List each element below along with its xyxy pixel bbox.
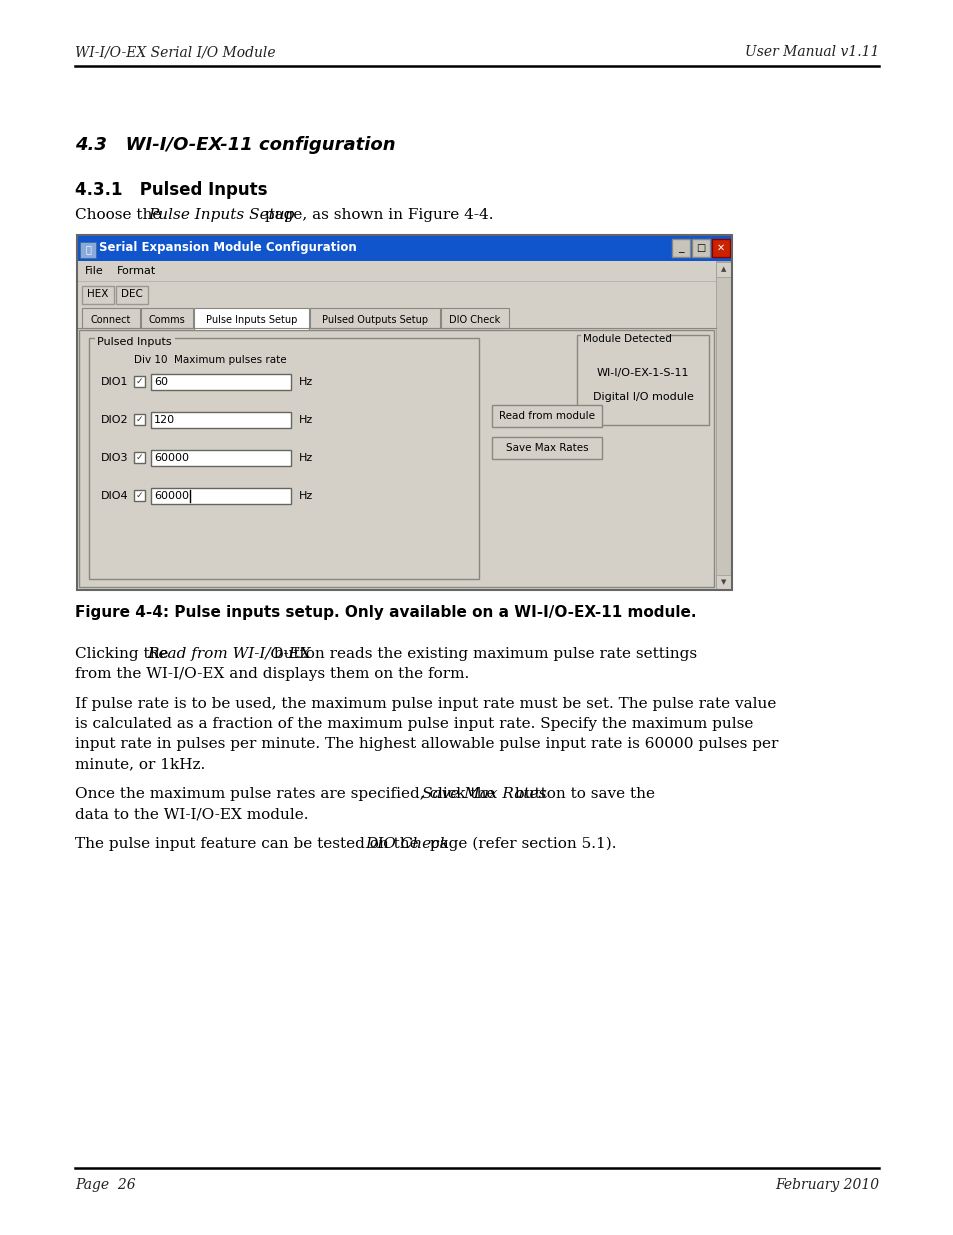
Bar <box>133 375 145 387</box>
Text: Once the maximum pulse rates are specified, click the: Once the maximum pulse rates are specifi… <box>75 787 499 802</box>
Text: 4.3   WI-I/O-EX-11 configuration: 4.3 WI-I/O-EX-11 configuration <box>75 136 395 154</box>
Text: HEX: HEX <box>88 289 109 299</box>
Text: WI-I/O-EX Serial I/O Module: WI-I/O-EX Serial I/O Module <box>75 44 275 59</box>
Bar <box>82 308 140 329</box>
Text: is calculated as a fraction of the maximum pulse input rate. Specify the maximum: is calculated as a fraction of the maxim… <box>75 718 753 731</box>
Text: _: _ <box>678 243 683 253</box>
Text: Serial Expansion Module Configuration: Serial Expansion Module Configuration <box>99 242 356 254</box>
Bar <box>95 337 174 347</box>
Text: If pulse rate is to be used, the maximum pulse input rate must be set. The pulse: If pulse rate is to be used, the maximum… <box>75 697 776 711</box>
Bar <box>577 335 708 425</box>
Text: Connect: Connect <box>91 315 132 325</box>
Bar <box>76 233 732 592</box>
Text: User Manual v1.11: User Manual v1.11 <box>744 44 878 59</box>
Bar <box>133 414 145 425</box>
Text: DIO Check: DIO Check <box>365 837 449 851</box>
Text: Comms: Comms <box>149 315 185 325</box>
Text: Pulse Inputs Setup: Pulse Inputs Setup <box>206 315 297 325</box>
Text: Hz: Hz <box>298 453 313 463</box>
Text: Hz: Hz <box>298 415 313 425</box>
Bar <box>440 308 509 329</box>
Bar <box>151 450 291 466</box>
Bar <box>141 308 193 329</box>
Bar <box>80 242 96 258</box>
Bar <box>671 240 689 257</box>
Text: Save Max Rates: Save Max Rates <box>505 443 588 453</box>
Text: Format: Format <box>117 266 156 275</box>
Bar <box>77 261 716 282</box>
Text: Hz: Hz <box>298 492 313 501</box>
Text: DEC: DEC <box>121 289 143 299</box>
Text: ✓: ✓ <box>135 453 143 462</box>
Text: Maximum pulses rate: Maximum pulses rate <box>173 354 286 366</box>
Text: Pulsed Outputs Setup: Pulsed Outputs Setup <box>321 315 428 325</box>
Text: WI-I/O-EX-1-S-11: WI-I/O-EX-1-S-11 <box>597 368 688 378</box>
Text: button to save the: button to save the <box>510 787 655 802</box>
Bar <box>492 405 601 427</box>
Text: button reads the existing maximum pulse rate settings: button reads the existing maximum pulse … <box>269 647 697 661</box>
Bar <box>77 261 731 590</box>
Text: minute, or 1kHz.: minute, or 1kHz. <box>75 757 205 771</box>
Bar <box>133 452 145 463</box>
Text: ▼: ▼ <box>720 579 725 585</box>
Text: 60000: 60000 <box>153 453 189 463</box>
Text: Pulse Inputs Setup: Pulse Inputs Setup <box>148 207 294 222</box>
Bar <box>77 235 731 590</box>
Text: 4.3.1   Pulsed Inputs: 4.3.1 Pulsed Inputs <box>75 182 267 199</box>
Bar <box>691 240 709 257</box>
Text: ✕: ✕ <box>717 243 724 253</box>
Text: DIO Check: DIO Check <box>449 315 500 325</box>
Bar <box>310 308 439 329</box>
Text: ✓: ✓ <box>135 415 143 424</box>
Text: □: □ <box>696 243 705 253</box>
Text: data to the WI-I/O-EX module.: data to the WI-I/O-EX module. <box>75 806 308 821</box>
Text: February 2010: February 2010 <box>774 1178 878 1192</box>
Text: File: File <box>85 266 104 275</box>
Text: Choose the: Choose the <box>75 207 166 222</box>
Text: DIO1: DIO1 <box>101 377 129 387</box>
Text: Hz: Hz <box>298 377 313 387</box>
Bar <box>151 412 291 429</box>
Text: DIO3: DIO3 <box>101 453 129 463</box>
Bar <box>151 488 291 504</box>
Text: Digital I/O module: Digital I/O module <box>592 391 693 403</box>
Bar <box>492 437 601 459</box>
Text: ✓: ✓ <box>135 492 143 500</box>
Text: Save Max Rates: Save Max Rates <box>421 787 546 802</box>
Text: 60000: 60000 <box>153 492 189 501</box>
Bar <box>193 308 309 330</box>
Text: Pulsed Inputs: Pulsed Inputs <box>97 337 172 347</box>
Text: page, as shown in Figure 4-4.: page, as shown in Figure 4-4. <box>260 207 493 222</box>
Text: ▲: ▲ <box>720 266 725 272</box>
Text: Read from module: Read from module <box>498 411 595 421</box>
Bar <box>151 374 291 390</box>
Bar <box>79 330 713 587</box>
Text: from the WI-I/O-EX and displays them on the form.: from the WI-I/O-EX and displays them on … <box>75 667 469 680</box>
Bar <box>116 287 148 304</box>
Text: The pulse input feature can be tested on the: The pulse input feature can be tested on… <box>75 837 423 851</box>
Text: DIO2: DIO2 <box>101 415 129 425</box>
Text: Div 10: Div 10 <box>133 354 168 366</box>
Text: Page  26: Page 26 <box>75 1178 135 1192</box>
Text: 🖥: 🖥 <box>85 245 91 254</box>
Text: 120: 120 <box>153 415 175 425</box>
Bar <box>716 262 730 277</box>
Bar <box>580 333 665 345</box>
Text: 60: 60 <box>153 377 168 387</box>
Bar <box>82 287 113 304</box>
Bar <box>711 240 729 257</box>
Text: page (refer section 5.1).: page (refer section 5.1). <box>424 837 616 851</box>
Text: Module Detected: Module Detected <box>582 333 671 345</box>
Bar <box>716 261 730 590</box>
Text: Read from WI-I/O-EX: Read from WI-I/O-EX <box>147 647 311 661</box>
Text: DIO4: DIO4 <box>101 492 129 501</box>
Text: ✓: ✓ <box>135 377 143 387</box>
Bar <box>89 338 478 579</box>
Bar <box>716 576 730 590</box>
Text: Clicking the: Clicking the <box>75 647 173 661</box>
Bar <box>77 235 731 261</box>
Text: Figure 4-4: Pulse inputs setup. Only available on a WI-I/O-EX-11 module.: Figure 4-4: Pulse inputs setup. Only ava… <box>75 604 696 620</box>
Bar <box>133 490 145 501</box>
Text: input rate in pulses per minute. The highest allowable pulse input rate is 60000: input rate in pulses per minute. The hig… <box>75 737 778 751</box>
